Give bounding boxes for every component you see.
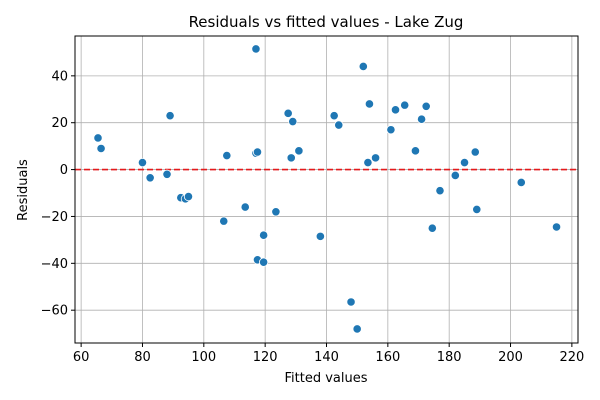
x-tick-label: 140	[314, 350, 339, 365]
data-point	[390, 105, 401, 115]
data-point	[450, 170, 460, 181]
data-point	[470, 147, 480, 157]
data-point	[219, 216, 229, 226]
data-point	[386, 125, 396, 135]
data-point	[459, 157, 470, 168]
points-layer	[93, 44, 562, 334]
data-point	[416, 114, 427, 124]
data-point	[93, 133, 103, 143]
y-tick-label: −60	[41, 304, 68, 319]
y-tick-label: 0	[60, 163, 68, 178]
data-point	[352, 324, 362, 334]
data-point	[283, 108, 293, 118]
ticks-layer: 60 80 100 120 140 160 180 200 220 −60 −40 −20 0 20 40	[41, 69, 585, 365]
data-point	[400, 100, 410, 110]
x-tick-label: 220	[559, 350, 584, 365]
data-point	[435, 186, 445, 196]
data-point	[410, 146, 421, 156]
chart-title: Residuals vs fitted values - Lake Zug	[189, 13, 464, 31]
data-point	[145, 173, 155, 183]
data-point	[315, 231, 325, 241]
data-point	[286, 153, 296, 163]
data-point	[259, 230, 269, 240]
y-tick-label: 20	[51, 116, 68, 131]
data-point	[334, 120, 344, 130]
y-tick-label: −20	[41, 210, 68, 225]
x-tick-label: 180	[437, 350, 462, 365]
data-point	[370, 153, 381, 163]
data-point	[251, 44, 261, 54]
x-tick-label: 80	[134, 350, 151, 365]
x-tick-label: 120	[253, 350, 278, 365]
x-tick-label: 160	[375, 350, 400, 365]
y-tick-label: −40	[41, 257, 68, 272]
data-point	[222, 150, 232, 161]
x-tick-label: 200	[498, 350, 523, 365]
data-point	[472, 204, 482, 215]
data-point	[346, 297, 356, 307]
data-point	[96, 143, 106, 154]
data-point	[363, 157, 373, 168]
data-point	[137, 157, 148, 168]
y-tick-label: 40	[51, 69, 68, 84]
data-point	[240, 202, 250, 212]
data-point	[516, 177, 526, 188]
data-point	[165, 111, 175, 121]
data-point	[288, 116, 298, 127]
data-point	[294, 146, 304, 156]
y-axis-label: Residuals	[16, 159, 31, 221]
data-point	[421, 101, 431, 111]
x-tick-label: 60	[73, 350, 90, 365]
data-point	[162, 169, 172, 179]
x-tick-label: 100	[191, 350, 216, 365]
x-axis-label: Fitted values	[284, 371, 367, 386]
data-point	[551, 222, 562, 232]
data-point	[427, 223, 437, 233]
data-point	[183, 191, 194, 202]
data-point	[259, 257, 269, 267]
data-point	[271, 207, 281, 217]
data-point	[329, 111, 339, 121]
data-point	[358, 61, 368, 72]
data-point	[252, 147, 263, 157]
data-point	[364, 99, 375, 109]
